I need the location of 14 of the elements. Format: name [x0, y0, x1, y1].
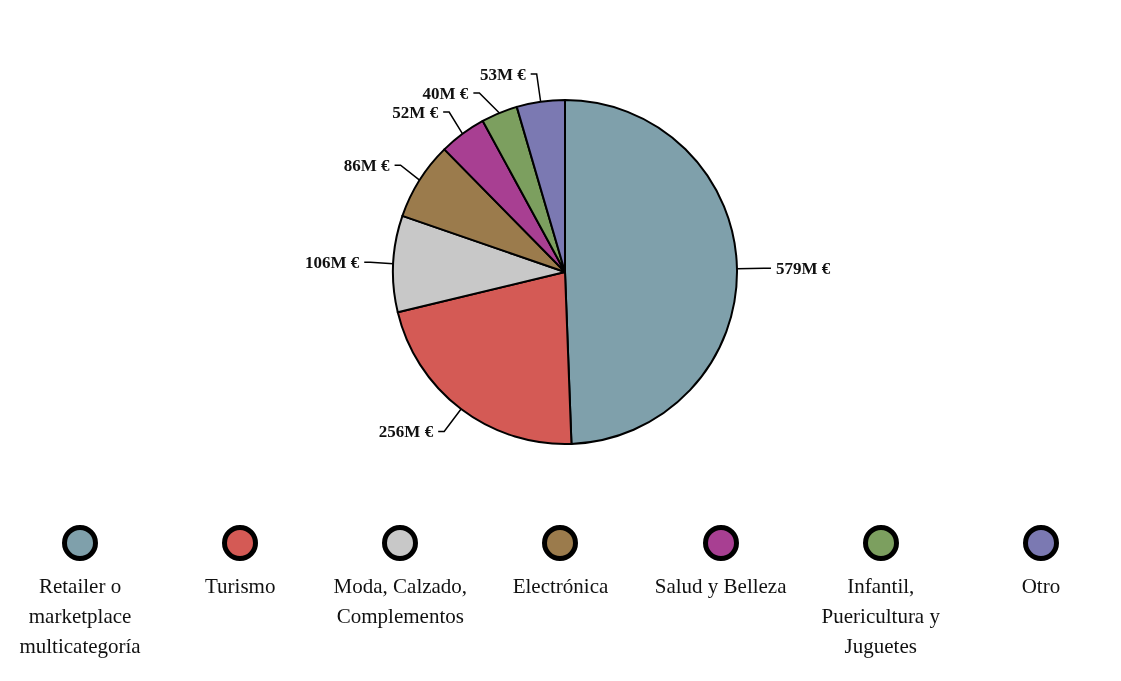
legend-label: Retailer o marketplace multicategoría	[18, 573, 142, 660]
legend-label: Turismo	[204, 573, 277, 600]
legend-label: Otro	[1020, 573, 1062, 600]
data-label: 106M €	[304, 252, 360, 272]
legend-label: Salud y Belleza	[653, 573, 788, 600]
data-label: 52M €	[392, 102, 439, 122]
data-label: 40M €	[422, 83, 469, 103]
data-label: 256M €	[378, 421, 434, 441]
data-label: 86M €	[343, 155, 391, 175]
legend-label: Moda, Calzado, Complementos	[332, 573, 469, 630]
data-label: 53M €	[479, 64, 527, 84]
legend-label: Electrónica	[511, 573, 610, 600]
data-label: 579M €	[775, 258, 831, 278]
legend-label: Infantil, Puericultura y Juguetes	[820, 573, 941, 660]
